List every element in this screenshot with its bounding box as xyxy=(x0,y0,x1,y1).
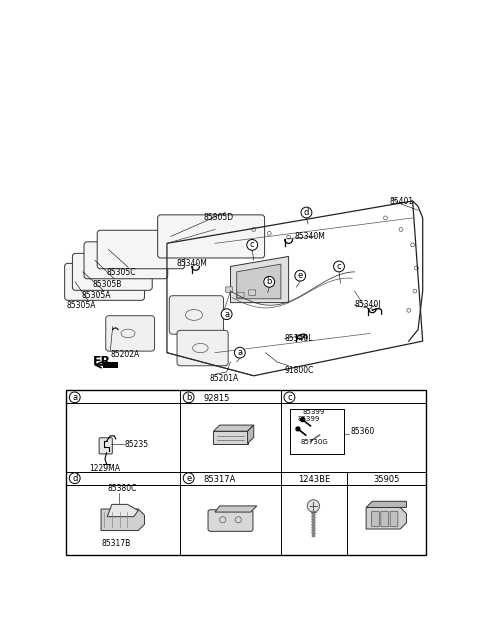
Text: 85305A: 85305A xyxy=(82,291,111,300)
Text: d: d xyxy=(304,208,309,217)
Circle shape xyxy=(183,473,194,484)
FancyBboxPatch shape xyxy=(84,242,168,279)
Text: 85340J: 85340J xyxy=(355,301,381,309)
Circle shape xyxy=(334,261,345,272)
FancyBboxPatch shape xyxy=(372,511,379,526)
Circle shape xyxy=(307,500,320,512)
Circle shape xyxy=(300,418,304,421)
Circle shape xyxy=(284,392,295,403)
Text: 85317A: 85317A xyxy=(204,476,236,484)
Text: b: b xyxy=(186,393,192,402)
FancyBboxPatch shape xyxy=(106,316,155,351)
FancyBboxPatch shape xyxy=(381,511,389,526)
Polygon shape xyxy=(248,425,254,443)
FancyBboxPatch shape xyxy=(208,509,253,532)
Bar xyxy=(66,389,426,555)
Text: 85360: 85360 xyxy=(350,428,375,437)
Text: 85235: 85235 xyxy=(124,440,148,449)
Text: b: b xyxy=(266,277,272,286)
Polygon shape xyxy=(366,508,407,529)
Text: a: a xyxy=(72,393,77,402)
Text: 85201A: 85201A xyxy=(210,374,239,383)
Polygon shape xyxy=(101,509,144,530)
Text: c: c xyxy=(250,240,254,249)
Text: e: e xyxy=(186,474,191,482)
Text: 92815: 92815 xyxy=(204,394,230,403)
Text: 85399: 85399 xyxy=(298,416,320,422)
Text: 85305A: 85305A xyxy=(66,301,96,310)
FancyBboxPatch shape xyxy=(177,330,228,366)
Bar xyxy=(290,409,345,454)
Text: 85202A: 85202A xyxy=(110,350,140,359)
Text: 85317B: 85317B xyxy=(101,539,131,548)
Polygon shape xyxy=(215,506,257,512)
FancyBboxPatch shape xyxy=(157,215,264,258)
Text: e: e xyxy=(298,271,303,280)
Text: 1229MA: 1229MA xyxy=(89,464,120,473)
Text: d: d xyxy=(72,474,77,482)
Text: 85305B: 85305B xyxy=(93,279,122,289)
Circle shape xyxy=(221,309,232,320)
Text: 85399: 85399 xyxy=(302,408,325,415)
Text: 85305D: 85305D xyxy=(204,213,233,222)
Circle shape xyxy=(183,392,194,403)
FancyBboxPatch shape xyxy=(237,292,244,298)
FancyBboxPatch shape xyxy=(97,230,185,269)
Text: 1243BE: 1243BE xyxy=(298,476,330,484)
Text: a: a xyxy=(237,348,242,357)
Text: 85730G: 85730G xyxy=(300,439,328,445)
Text: 85401: 85401 xyxy=(389,197,413,206)
Circle shape xyxy=(296,427,300,431)
Polygon shape xyxy=(230,257,288,303)
FancyBboxPatch shape xyxy=(99,438,112,454)
Circle shape xyxy=(69,473,80,484)
FancyBboxPatch shape xyxy=(169,296,224,334)
Polygon shape xyxy=(214,425,254,431)
Text: 85340M: 85340M xyxy=(176,259,207,268)
Text: c: c xyxy=(287,393,292,402)
Polygon shape xyxy=(107,504,138,516)
Text: 35905: 35905 xyxy=(373,476,399,484)
Text: 91800C: 91800C xyxy=(285,366,314,375)
FancyBboxPatch shape xyxy=(226,287,232,292)
Text: 85340M: 85340M xyxy=(294,232,325,241)
Circle shape xyxy=(295,270,306,281)
Text: FR.: FR. xyxy=(93,355,116,369)
FancyBboxPatch shape xyxy=(390,511,398,526)
Circle shape xyxy=(247,240,258,250)
Text: 85380C: 85380C xyxy=(107,484,137,493)
Polygon shape xyxy=(103,362,118,368)
Polygon shape xyxy=(237,264,281,299)
Polygon shape xyxy=(366,501,407,508)
FancyBboxPatch shape xyxy=(249,290,256,295)
Text: 85340L: 85340L xyxy=(285,335,313,343)
Circle shape xyxy=(301,207,312,218)
Text: 85305C: 85305C xyxy=(107,268,136,277)
Text: a: a xyxy=(224,309,229,319)
Polygon shape xyxy=(214,431,248,443)
Text: c: c xyxy=(336,262,341,271)
Circle shape xyxy=(234,347,245,358)
FancyBboxPatch shape xyxy=(65,264,144,300)
FancyBboxPatch shape xyxy=(72,253,152,291)
Circle shape xyxy=(69,392,80,403)
Circle shape xyxy=(264,277,275,287)
